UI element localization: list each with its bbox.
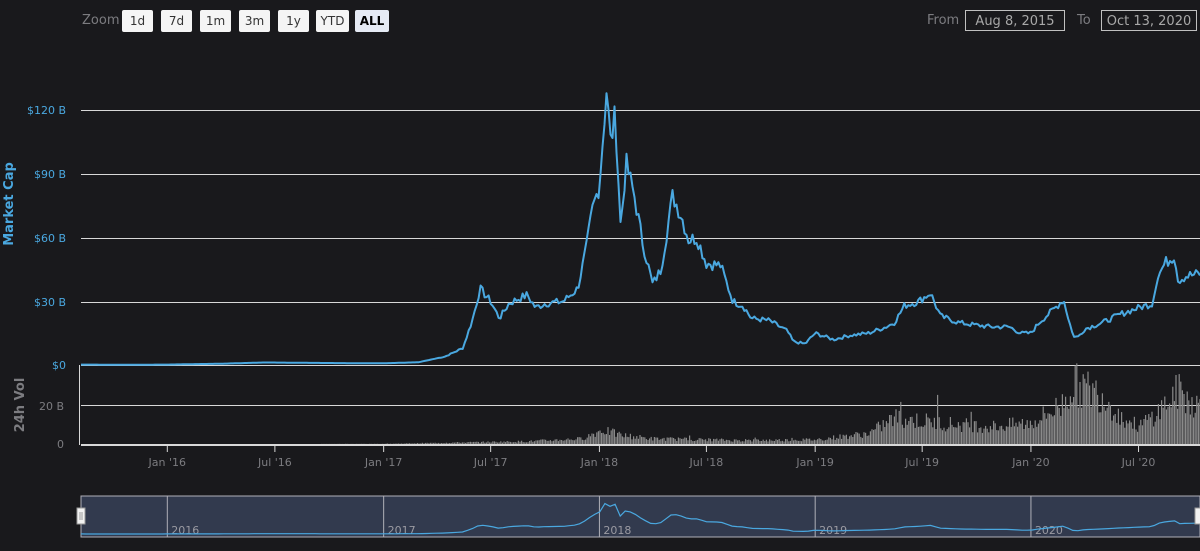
zoom-1m-button[interactable]: 1m: [200, 10, 231, 32]
volume-bars: [321, 363, 1200, 444]
volume-gridlines: [81, 405, 1200, 445]
zoom-ytd-button[interactable]: YTD: [316, 10, 349, 32]
x-tick-label: Jan '20: [1011, 456, 1049, 469]
range-selector-toolbar: Zoom 1d 7d 1m 3m 1y YTD ALL From Aug 8, …: [0, 0, 1200, 40]
volume-axis-title: 24h Vol: [13, 378, 28, 433]
x-tick-label: Jul '19: [904, 456, 939, 469]
to-label: To: [1077, 13, 1091, 28]
x-axis: Jan '16 Jul '16 Jan '17 Jul '17 Jan '18 Jul '…: [81, 445, 1200, 469]
navigator[interactable]: 2016 2017 2018 2019 2020: [76, 495, 1200, 538]
navigator-series: [80, 502, 1200, 535]
x-tick-label: Jan '19: [795, 456, 833, 469]
x-tick-label: Jan '17: [364, 456, 402, 469]
x-tick-label: Jan '16: [148, 456, 186, 469]
y-tick-30: $30 B: [34, 296, 66, 309]
zoom-7d-button[interactable]: 7d: [161, 10, 192, 32]
navigator-year-label: 2018: [603, 524, 631, 537]
market-cap-axis-title: Market Cap: [2, 162, 17, 246]
from-date-input[interactable]: Aug 8, 2015: [965, 10, 1065, 31]
main-gridlines: [81, 110, 1200, 366]
x-tick-label: Jan '18: [580, 456, 618, 469]
zoom-1d-button[interactable]: 1d: [122, 10, 153, 32]
y-tick-0: $0: [52, 359, 66, 372]
x-tick-label: Jul '18: [689, 456, 724, 469]
x-tick-label: Jul '20: [1121, 456, 1156, 469]
x-tick-label: Jul '17: [473, 456, 508, 469]
navigator-mask[interactable]: [80, 495, 1200, 538]
zoom-1y-button[interactable]: 1y: [278, 10, 309, 32]
to-date-input[interactable]: Oct 13, 2020: [1101, 10, 1197, 31]
navigator-year-label: 2017: [388, 524, 416, 537]
navigator-right-handle[interactable]: [1194, 507, 1200, 525]
vol-tick-0: 0: [57, 438, 64, 451]
y-tick-90: $90 B: [34, 168, 66, 181]
navigator-left-handle[interactable]: [76, 507, 86, 525]
navigator-year-label: 2016: [171, 524, 199, 537]
market-cap-line: [81, 92, 1200, 366]
from-label: From: [927, 13, 960, 28]
y-tick-120: $120 B: [27, 104, 66, 117]
navigator-year-label: 2020: [1035, 524, 1063, 537]
y-tick-60: $60 B: [34, 232, 66, 245]
vol-tick-20: 20 B: [39, 400, 64, 413]
zoom-label: Zoom: [82, 13, 120, 28]
zoom-all-button[interactable]: ALL: [355, 10, 389, 32]
x-tick-label: Jul '16: [257, 456, 292, 469]
zoom-3m-button[interactable]: 3m: [239, 10, 270, 32]
